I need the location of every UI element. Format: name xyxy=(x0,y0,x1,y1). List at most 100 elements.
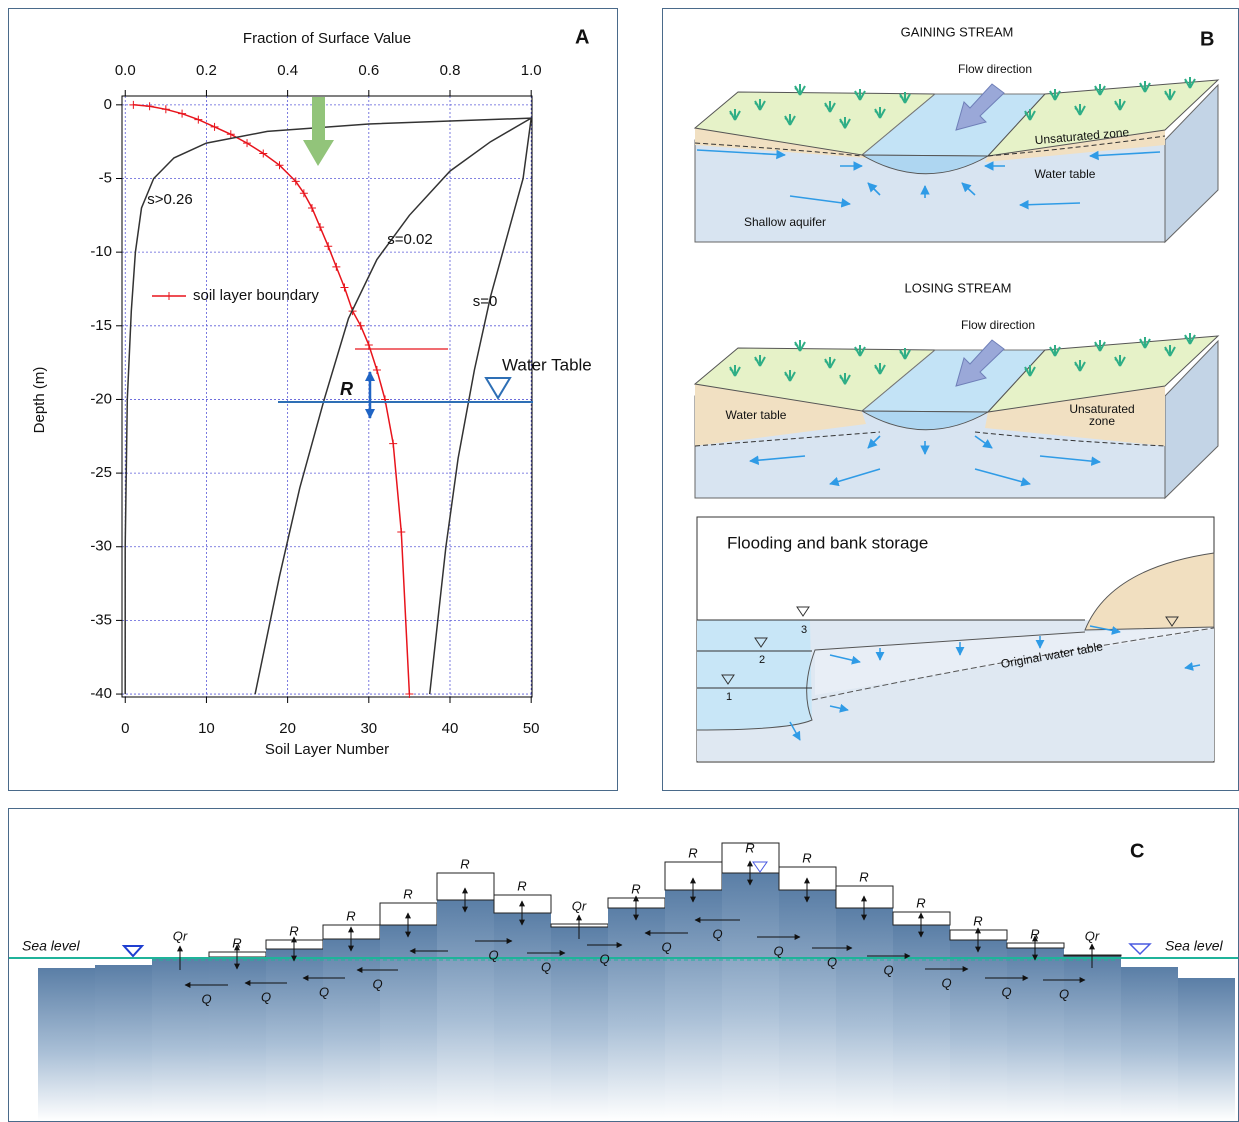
water-table-symbol xyxy=(486,378,510,398)
legend-marker xyxy=(165,292,173,300)
plot-frame xyxy=(122,96,532,697)
x-tick-label: 0 xyxy=(121,720,129,737)
q-label: Q xyxy=(883,962,893,977)
water-table-label: Water Table xyxy=(502,355,592,374)
diagram-title: GAINING STREAM xyxy=(901,24,1014,39)
q-label: Q xyxy=(599,951,609,966)
y-tick-label: -15 xyxy=(90,317,112,334)
aquifer-column xyxy=(1007,948,1064,1121)
aquifer-column xyxy=(1178,978,1235,1121)
aquifer-column xyxy=(38,968,95,1121)
x-tick-label: 40 xyxy=(442,720,459,737)
figure: A Fraction of Surface Value Soil Layer N… xyxy=(0,0,1239,1122)
point-marker xyxy=(129,101,137,109)
aquifer-column xyxy=(665,890,722,1121)
q-label: Q xyxy=(201,991,211,1006)
page: {"chart_data": {"type": "line", "panel_l… xyxy=(0,0,1239,1122)
green-arrow xyxy=(303,97,334,166)
y-tick-label: -20 xyxy=(90,390,112,407)
aquifer-column xyxy=(1121,967,1178,1121)
x-tick-label: 10 xyxy=(198,720,215,737)
q-label: Q xyxy=(488,947,498,962)
panel-label: B xyxy=(1200,28,1214,50)
point-marker xyxy=(243,139,251,147)
aquifer-column xyxy=(494,913,551,1121)
water-table-label: Water table xyxy=(726,408,787,422)
q-label: Q xyxy=(773,943,783,958)
x2-axis-title: Fraction of Surface Value xyxy=(243,30,411,47)
r-label: R xyxy=(802,850,811,865)
y-tick-label: -25 xyxy=(90,464,112,481)
aquifer-column xyxy=(380,925,437,1121)
point-marker xyxy=(146,102,154,110)
aquifer-column xyxy=(722,873,779,1121)
q-label: Q xyxy=(541,959,551,974)
river xyxy=(697,620,812,730)
point-marker xyxy=(227,130,235,138)
q-label: Q xyxy=(372,976,382,991)
x-tick-label: 30 xyxy=(360,720,377,737)
aquifer-column xyxy=(266,949,323,1121)
aquifer-column xyxy=(779,890,836,1121)
point-marker xyxy=(308,204,316,212)
point-marker xyxy=(211,123,219,131)
point-marker xyxy=(316,223,324,231)
q-label: Q xyxy=(1059,986,1069,1001)
aquifer-column xyxy=(209,957,266,1121)
stage-label: 2 xyxy=(759,654,765,666)
curve-label: s>0.26 xyxy=(147,191,192,208)
sea-level-label: Sea level xyxy=(22,938,80,954)
curve-label: s=0 xyxy=(473,293,498,310)
point-marker xyxy=(332,263,340,271)
r-label: R xyxy=(631,881,640,896)
r-label: R xyxy=(973,913,982,928)
y-tick-label: -5 xyxy=(99,169,112,186)
y-axis-title: Depth (m) xyxy=(31,367,48,434)
aquifer-label: Shallow aquifer xyxy=(744,215,826,229)
x-tick-label: 50 xyxy=(523,720,540,737)
y-tick-label: -30 xyxy=(90,538,112,555)
q-label: Q xyxy=(712,926,722,941)
point-marker xyxy=(397,528,405,536)
r-label: R xyxy=(460,856,469,871)
x2-tick-label: 1.0 xyxy=(521,62,542,79)
panel-label: C xyxy=(1130,840,1144,862)
point-marker xyxy=(340,283,348,291)
r-label: R xyxy=(517,878,526,893)
stage-label: 3 xyxy=(801,624,807,636)
q-label: Q xyxy=(319,984,329,999)
q-label: Q xyxy=(661,939,671,954)
point-marker xyxy=(365,341,373,349)
qr-label: Qr xyxy=(173,928,188,943)
series-line xyxy=(255,118,531,694)
r-label: R xyxy=(916,895,925,910)
point-marker xyxy=(324,242,332,250)
point-marker xyxy=(178,110,186,118)
point-marker xyxy=(389,440,397,448)
aquifer-column xyxy=(1064,956,1121,1121)
qr-label: Qr xyxy=(1085,928,1100,943)
diagram-title: LOSING STREAM xyxy=(905,280,1012,295)
q-label: Q xyxy=(941,975,951,990)
point-marker xyxy=(373,366,381,374)
aquifer-column xyxy=(836,908,893,1121)
x2-tick-label: 0.6 xyxy=(358,62,379,79)
point-marker xyxy=(162,105,170,113)
flow-label: Flow direction xyxy=(961,318,1035,332)
x2-tick-label: 0.2 xyxy=(196,62,217,79)
legend-label: soil layer boundary xyxy=(193,287,319,304)
series-line xyxy=(430,118,532,694)
r-label: R xyxy=(745,840,754,855)
q-label: Q xyxy=(1001,984,1011,999)
sea-level-symbol xyxy=(1130,944,1150,954)
aquifer-column xyxy=(437,900,494,1121)
r-label: R xyxy=(289,923,298,938)
r-label: R xyxy=(688,845,697,860)
r-label: R xyxy=(346,908,355,923)
sea-level-label: Sea level xyxy=(1165,938,1223,954)
y-tick-label: -35 xyxy=(90,611,112,628)
diagram-title: Flooding and bank storage xyxy=(727,533,928,552)
stage-label: 1 xyxy=(726,691,732,703)
aquifer-column xyxy=(950,940,1007,1121)
r-label: R xyxy=(859,869,868,884)
